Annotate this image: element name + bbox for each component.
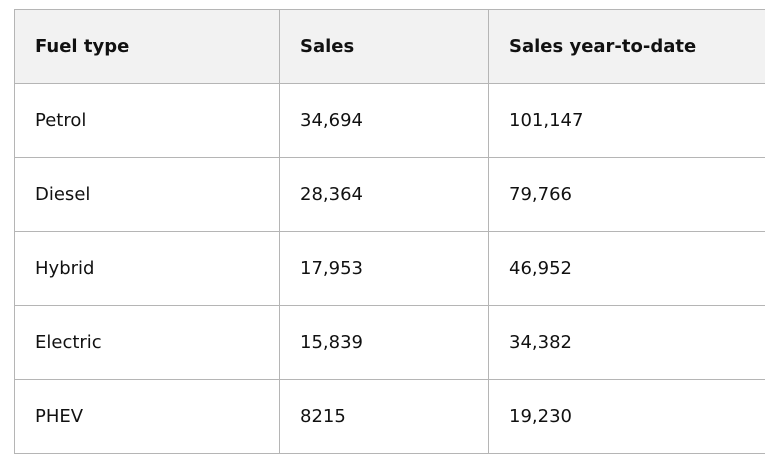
table-cell: 17,953	[279, 231, 489, 306]
table-row: PHEV 8215 19,230	[14, 379, 765, 454]
header-cell: Fuel type	[14, 9, 280, 84]
table-body: Petrol 34,694 101,147 Diesel 28,364 79,766 Hyb…	[14, 83, 765, 454]
table-cell: Hybrid	[14, 231, 280, 306]
table-cell: Petrol	[14, 83, 280, 158]
table-cell: Diesel	[14, 157, 280, 232]
table-cell: 79,766	[488, 157, 765, 232]
table-row: Electric 15,839 34,382	[14, 305, 765, 380]
table-cell: 15,839	[279, 305, 489, 380]
table-cell: 46,952	[488, 231, 765, 306]
table-container: Fuel type Sales Sales year-to-date Petrol 3…	[14, 9, 765, 461]
table-row: Petrol 34,694 101,147	[14, 83, 765, 158]
table-header: Fuel type Sales Sales year-to-date	[14, 9, 765, 84]
table-cell: 101,147	[488, 83, 765, 158]
table-cell: 34,382	[488, 305, 765, 380]
table-row: Diesel 28,364 79,766	[14, 157, 765, 232]
table-cell: 34,694	[279, 83, 489, 158]
table-row: Hybrid 17,953 46,952	[14, 231, 765, 306]
table-cell: 8215	[279, 379, 489, 454]
table-cell: Electric	[14, 305, 280, 380]
table-cell: 28,364	[279, 157, 489, 232]
table-cell: PHEV	[14, 379, 280, 454]
header-cell: Sales	[279, 9, 489, 84]
header-row: Fuel type Sales Sales year-to-date	[14, 9, 765, 84]
table-cell: 19,230	[488, 379, 765, 454]
header-cell: Sales year-to-date	[488, 9, 765, 84]
sales-table: Fuel type Sales Sales year-to-date Petrol 3…	[14, 9, 765, 454]
